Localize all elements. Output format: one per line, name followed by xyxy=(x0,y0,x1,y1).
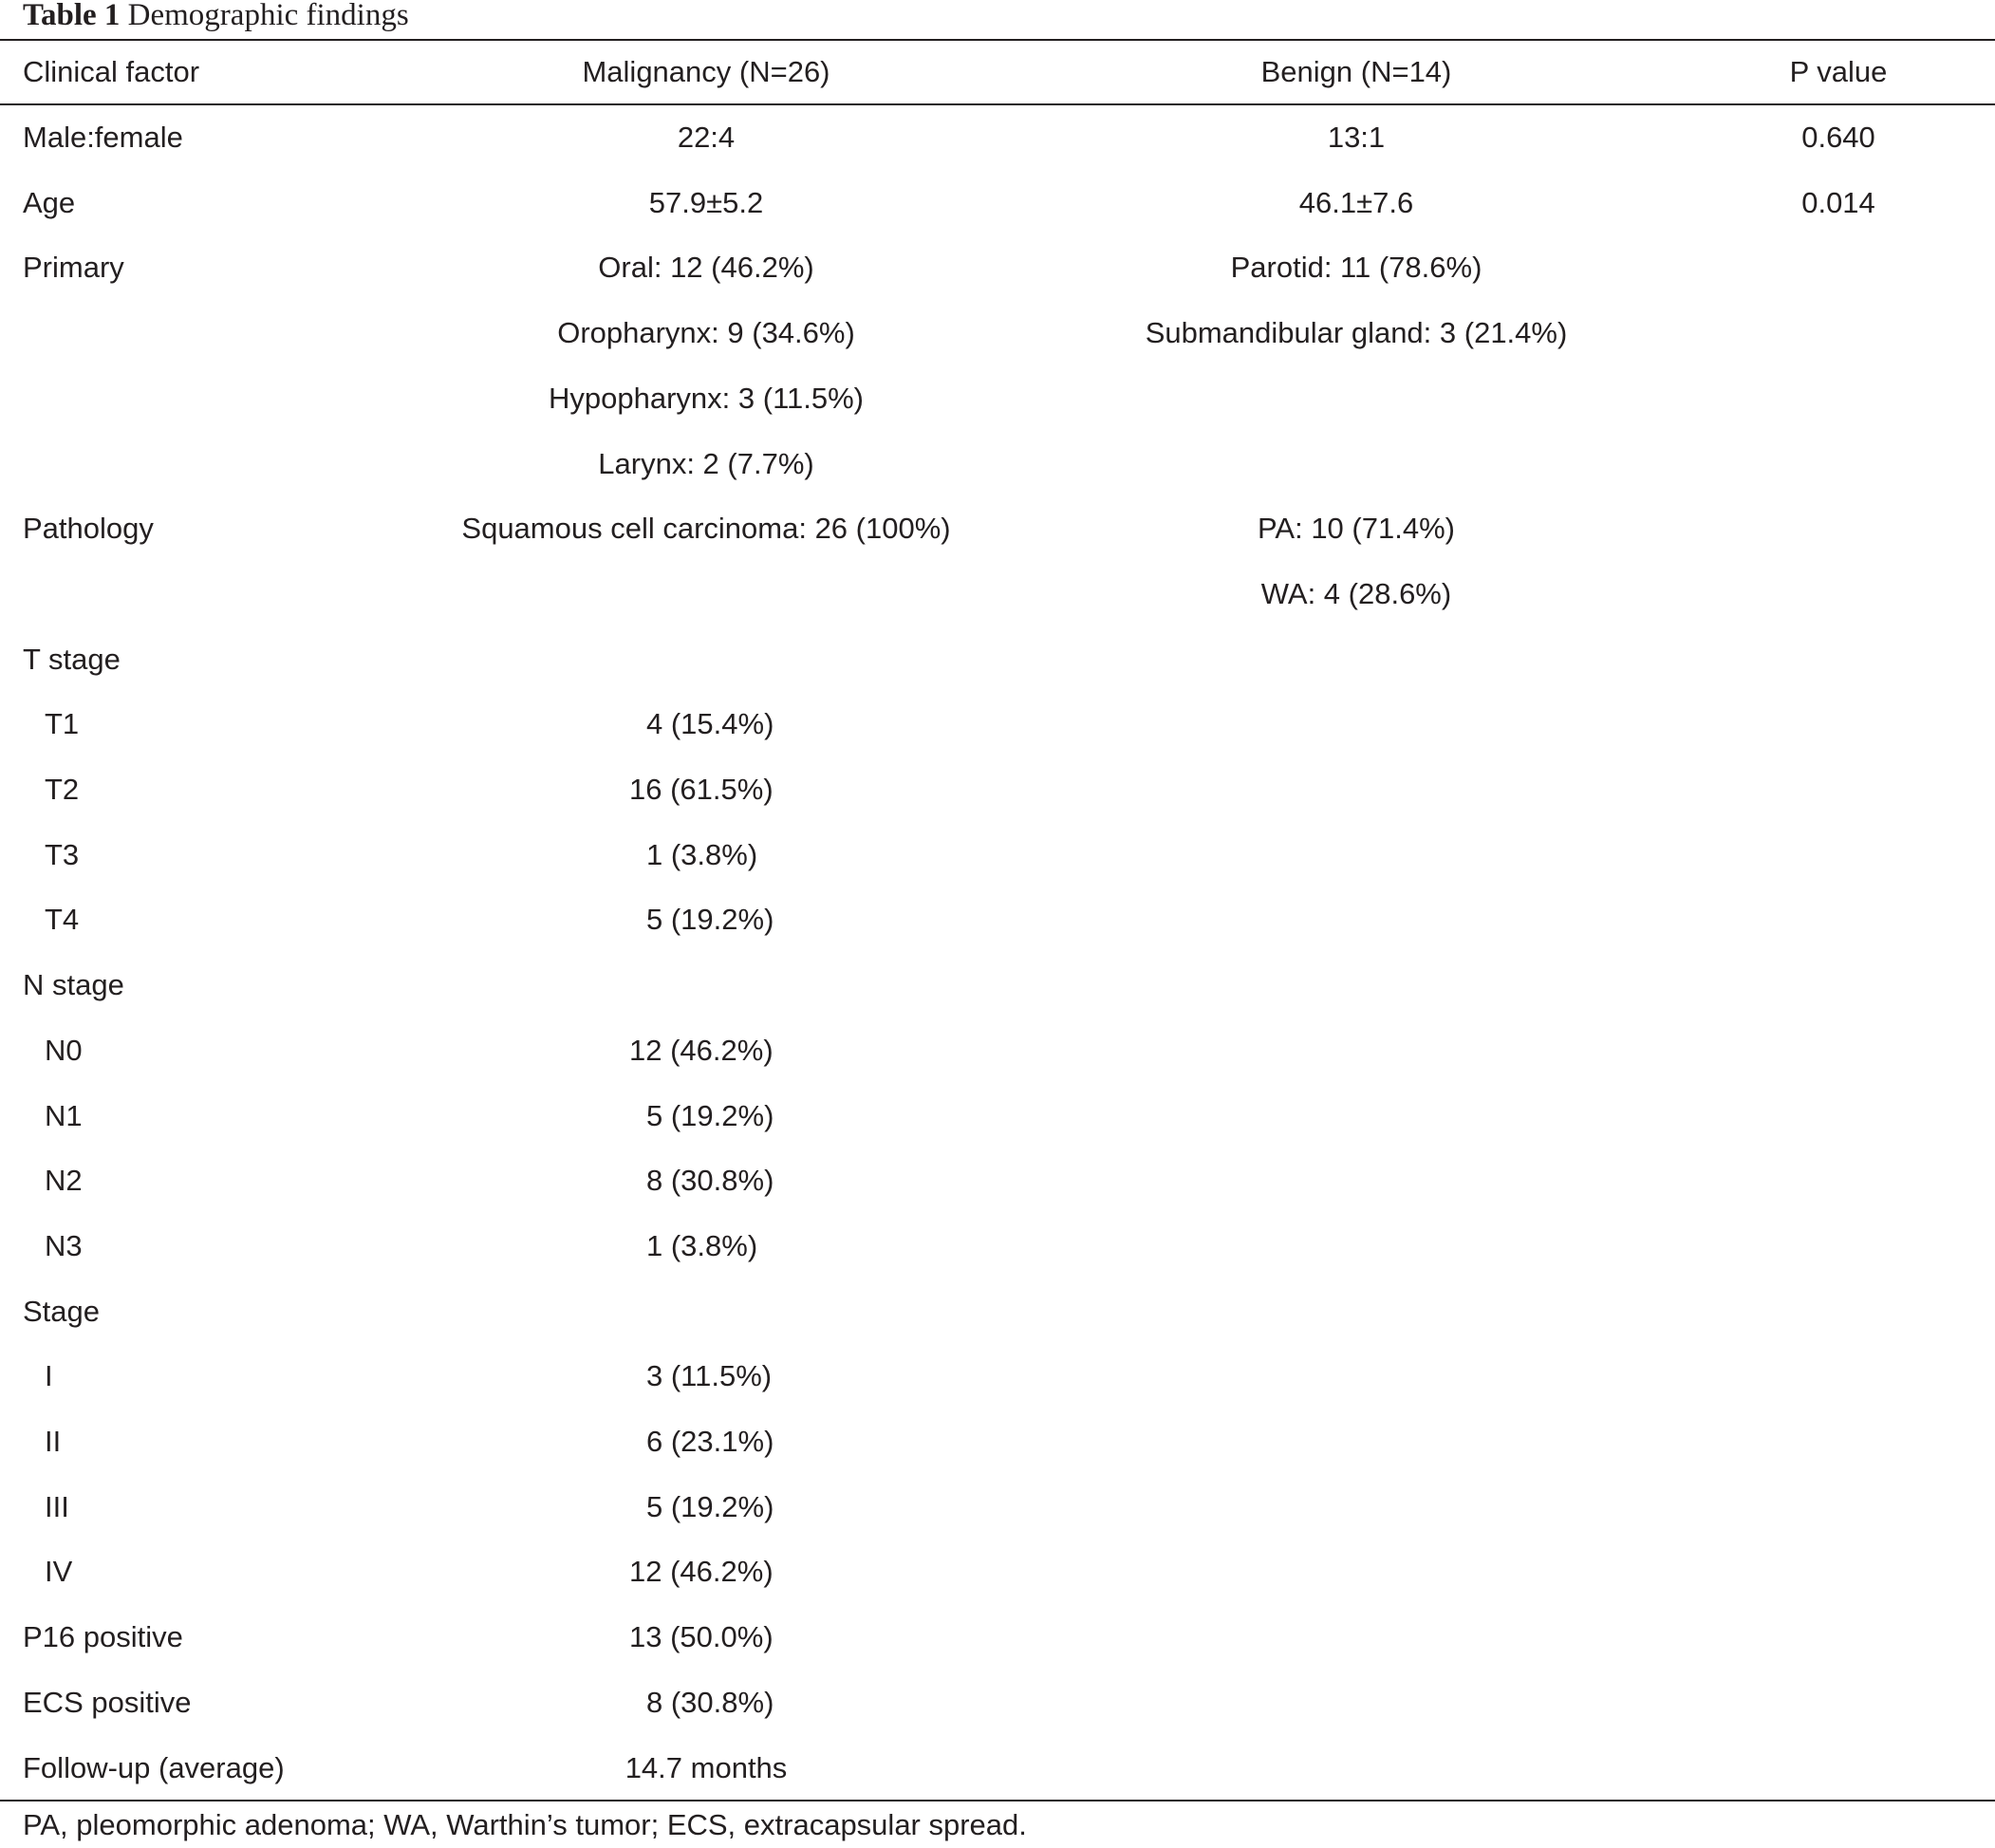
table-row: WA: 4 (28.6%) xyxy=(0,561,1995,626)
cell-malignancy: 57.9±5.2 xyxy=(648,186,764,219)
header-malignancy: Malignancy (N=26) xyxy=(582,55,830,88)
cell-malignancy: 1 (3.8%) xyxy=(646,838,758,871)
cell-malignancy: 8 (30.8%) xyxy=(646,1164,774,1197)
cell-clinical-factor: Age xyxy=(23,186,76,219)
cell-malignancy: Hypopharynx: 3 (11.5%) xyxy=(549,382,864,415)
table-row: Hypopharynx: 3 (11.5%) xyxy=(0,365,1995,431)
table-row: II 6 (23.1%) xyxy=(0,1409,1995,1474)
table-row: ECS positive 8 (30.8%) xyxy=(0,1670,1995,1735)
table-row: III 5 (19.2%) xyxy=(0,1474,1995,1540)
cell-malignancy: 5 (19.2%) xyxy=(646,903,774,936)
table-row: N0 12 (46.2%) xyxy=(0,1017,1995,1083)
cell-malignancy: 14.7 months xyxy=(625,1751,788,1784)
cell-clinical-factor: T stage xyxy=(23,643,121,676)
cell-malignancy: 13 (50.0%) xyxy=(629,1620,774,1653)
cell-p-value: 0.014 xyxy=(1801,186,1875,219)
cell-malignancy: Oropharynx: 9 (34.6%) xyxy=(557,316,855,349)
cell-clinical-factor: I xyxy=(45,1359,53,1392)
table-row: T2 16 (61.5%) xyxy=(0,756,1995,822)
table-row: N3 1 (3.8%) xyxy=(0,1213,1995,1279)
cell-malignancy: 16 (61.5%) xyxy=(629,773,774,806)
table-row: Pathology Squamous cell carcinoma: 26 (10… xyxy=(0,495,1995,561)
table-row: I 3 (11.5%) xyxy=(0,1343,1995,1409)
cell-clinical-factor: N1 xyxy=(45,1099,83,1132)
cell-benign: 13:1 xyxy=(1327,121,1386,154)
cell-p-value: 0.640 xyxy=(1801,121,1875,154)
cell-benign: WA: 4 (28.6%) xyxy=(1260,577,1452,610)
cell-clinical-factor: N2 xyxy=(45,1164,83,1197)
table-row: N stage xyxy=(0,952,1995,1017)
cell-benign: Parotid: 11 (78.6%) xyxy=(1230,251,1482,284)
cell-clinical-factor: N stage xyxy=(23,968,124,1001)
cell-malignancy: 3 (11.5%) xyxy=(646,1359,773,1392)
cell-malignancy: 5 (19.2%) xyxy=(646,1490,774,1523)
table-title: Demographic findings xyxy=(127,0,409,32)
table-row: Male:female 22:4 13:1 0.640 xyxy=(0,104,1995,170)
table-row: P16 positive 13 (50.0%) xyxy=(0,1604,1995,1670)
cell-clinical-factor: T1 xyxy=(45,707,80,740)
cell-malignancy: 5 (19.2%) xyxy=(646,1099,774,1132)
table-row: T1 4 (15.4%) xyxy=(0,691,1995,756)
table-label: Table 1 xyxy=(23,0,121,32)
table-row: T4 5 (19.2%) xyxy=(0,887,1995,952)
cell-malignancy: Oral: 12 (46.2%) xyxy=(598,251,814,284)
cell-clinical-factor: Stage xyxy=(23,1295,101,1328)
cell-benign: Submandibular gland: 3 (21.4%) xyxy=(1145,316,1568,349)
cell-clinical-factor: T2 xyxy=(45,773,80,806)
table-footnote: PA, pleomorphic adenoma; WA, Warthin’s t… xyxy=(23,1808,1027,1841)
cell-clinical-factor: Pathology xyxy=(23,512,154,545)
table-header: Clinical factor Malignancy (N=26) Benign… xyxy=(0,39,1995,104)
table-row: N1 5 (19.2%) xyxy=(0,1083,1995,1148)
cell-malignancy: Squamous cell carcinoma: 26 (100%) xyxy=(461,512,951,545)
cell-clinical-factor: Follow-up (average) xyxy=(23,1751,285,1784)
table-row: Oropharynx: 9 (34.6%) Submandibular gland… xyxy=(0,300,1995,365)
cell-malignancy: 1 (3.8%) xyxy=(646,1229,758,1262)
cell-malignancy: 4 (15.4%) xyxy=(646,707,774,740)
cell-malignancy: 6 (23.1%) xyxy=(646,1425,774,1458)
cell-clinical-factor: N3 xyxy=(45,1229,83,1262)
header-rule xyxy=(0,103,1995,105)
table-row: T stage xyxy=(0,626,1995,692)
table-row: Stage xyxy=(0,1279,1995,1344)
table-row: IV 12 (46.2%) xyxy=(0,1539,1995,1604)
table-row: Larynx: 2 (7.7%) xyxy=(0,431,1995,496)
cell-malignancy: 22:4 xyxy=(677,121,736,154)
table-row: Follow-up (average) 14.7 months xyxy=(0,1735,1995,1801)
cell-malignancy: Larynx: 2 (7.7%) xyxy=(598,447,814,480)
cell-clinical-factor: T3 xyxy=(45,838,80,871)
header-benign: Benign (N=14) xyxy=(1260,55,1452,88)
cell-clinical-factor: T4 xyxy=(45,903,80,936)
cell-clinical-factor: P16 positive xyxy=(23,1620,183,1653)
bottom-rule xyxy=(0,1800,1995,1801)
cell-clinical-factor: II xyxy=(45,1425,62,1458)
cell-clinical-factor: Primary xyxy=(23,251,124,284)
cell-malignancy: 12 (46.2%) xyxy=(629,1555,774,1588)
cell-clinical-factor: N0 xyxy=(45,1034,83,1067)
table-row: Primary Oral: 12 (46.2%) Parotid: 11 (78.6… xyxy=(0,234,1995,300)
table-row: N2 8 (30.8%) xyxy=(0,1148,1995,1213)
top-rule xyxy=(0,39,1995,41)
cell-clinical-factor: Male:female xyxy=(23,121,183,154)
header-p-value: P value xyxy=(1789,55,1888,88)
table-row: Age 57.9±5.2 46.1±7.6 0.014 xyxy=(0,170,1995,235)
cell-malignancy: 12 (46.2%) xyxy=(629,1034,774,1067)
table-row: T3 1 (3.8%) xyxy=(0,822,1995,887)
cell-clinical-factor: ECS positive xyxy=(23,1686,192,1719)
table-caption: Table 1 Demographic findings xyxy=(23,0,409,32)
cell-clinical-factor: III xyxy=(45,1490,69,1523)
cell-clinical-factor: IV xyxy=(45,1555,73,1588)
cell-benign: 46.1±7.6 xyxy=(1298,186,1414,219)
header-clinical-factor: Clinical factor xyxy=(23,55,200,88)
cell-benign: PA: 10 (71.4%) xyxy=(1258,512,1455,545)
cell-malignancy: 8 (30.8%) xyxy=(646,1686,774,1719)
